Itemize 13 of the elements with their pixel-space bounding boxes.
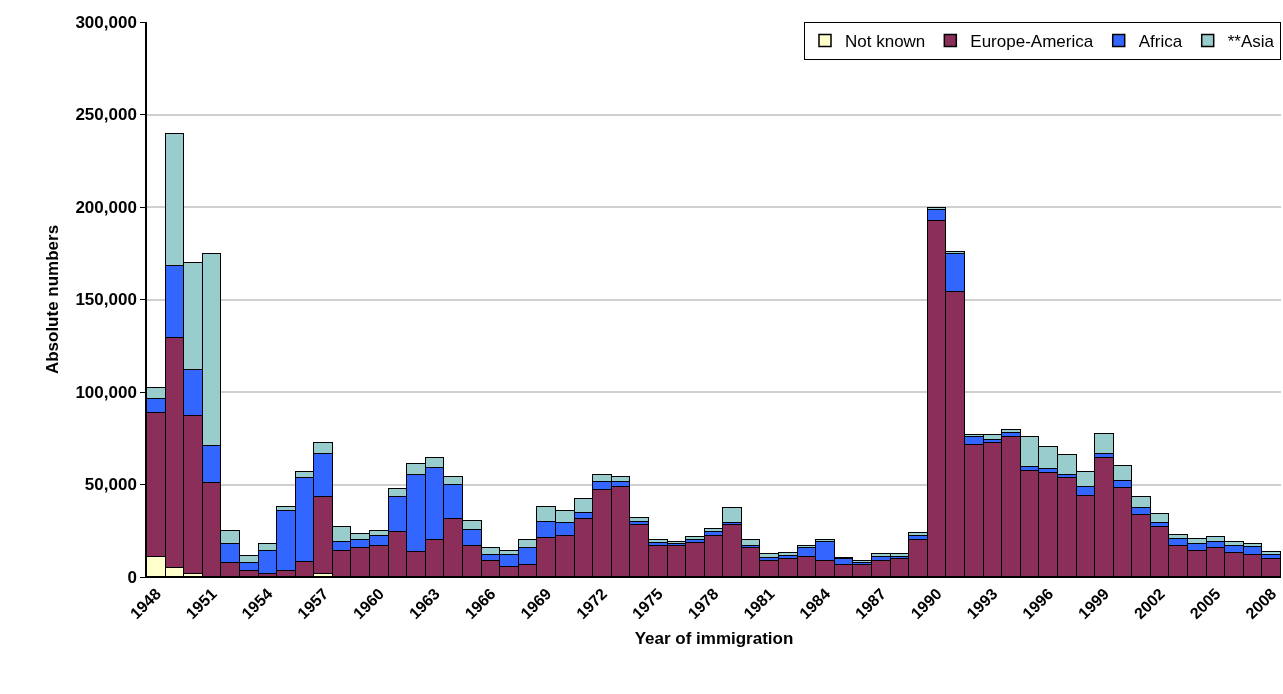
y-tick-label: 0 — [127, 567, 137, 587]
y-tick-label: 50,000 — [84, 475, 137, 495]
y-axis-title: Absolute numbers — [43, 224, 63, 375]
x-axis-title: Year of immigration — [634, 628, 794, 648]
y-tick-label: 100,000 — [75, 382, 137, 402]
y-tick-label: 300,000 — [75, 12, 137, 32]
legend-label: **Asia — [1227, 32, 1275, 52]
legend-label: Not known — [845, 32, 926, 52]
legend-label: Europe-America — [970, 32, 1094, 52]
y-tick-label: 250,000 — [75, 105, 137, 125]
y-tick-label: 200,000 — [75, 197, 137, 217]
y-tick-label: 150,000 — [75, 290, 137, 310]
legend-label: Africa — [1138, 32, 1183, 52]
